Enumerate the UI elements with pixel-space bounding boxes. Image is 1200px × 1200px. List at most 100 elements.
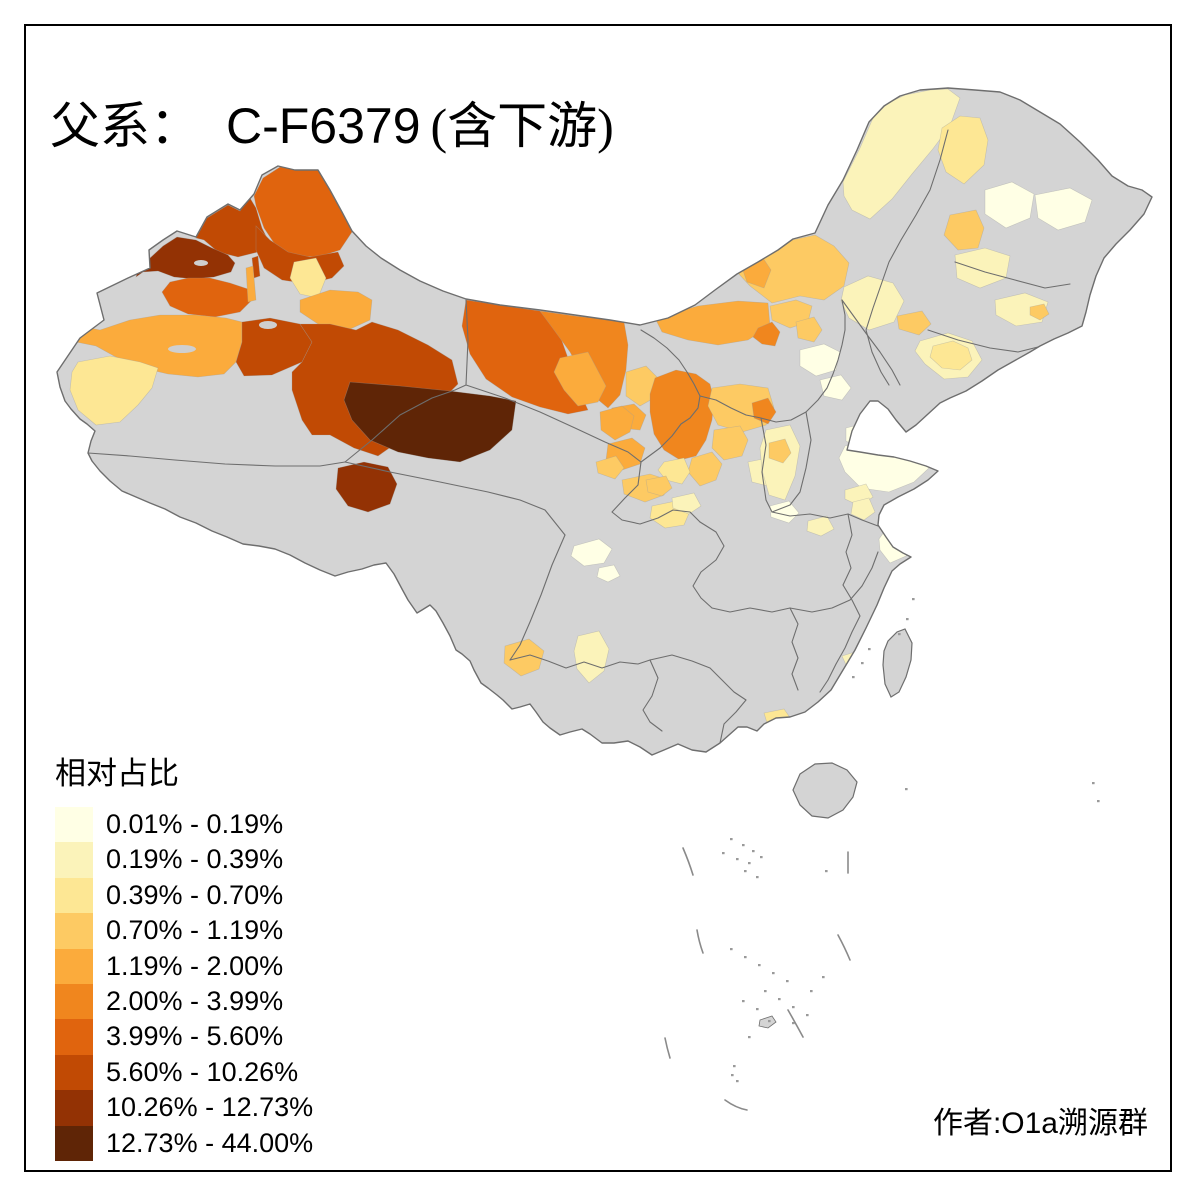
province-border (842, 513, 853, 586)
region-dali (503, 638, 545, 677)
legend-label: 10.26% - 12.73% (106, 1092, 314, 1123)
region-kunming (573, 630, 610, 684)
legend-label: 0.70% - 1.19% (106, 915, 284, 946)
region-ili (135, 236, 236, 280)
region-anhui (850, 497, 876, 521)
legend-swatch (55, 948, 93, 984)
province-border (509, 534, 566, 661)
region-haixi (343, 381, 517, 463)
legend-rows: 0.01% - 0.19% 0.19% - 0.39% 0.39% - 0.70% 0… (55, 807, 313, 1161)
island-speck (730, 838, 733, 841)
province-border (642, 659, 663, 732)
legend-swatch (55, 913, 93, 949)
province-border (841, 299, 901, 386)
region-jilin-spot (1029, 303, 1050, 321)
legend-item: 0.39% - 0.70% (55, 877, 313, 914)
region-hlj-cream (984, 181, 1035, 229)
region-ulanqab (795, 316, 823, 343)
island-speck (758, 964, 761, 967)
island-speck (730, 948, 733, 951)
region-nagqu (335, 461, 398, 513)
region-sichuan-1 (570, 538, 613, 567)
province-border (711, 551, 879, 613)
island-speck (792, 1006, 795, 1009)
island-speck (752, 850, 755, 853)
island-speck (822, 976, 825, 979)
sea-boundary-dash (787, 1009, 804, 1038)
legend-label: 1.19% - 2.00% (106, 950, 284, 981)
island-speck (731, 1074, 734, 1077)
legend-title: 相对占比 (55, 756, 179, 791)
island-speck (792, 1022, 795, 1025)
province-border (465, 384, 642, 463)
legend-item: 3.99% - 5.60% (55, 1019, 313, 1055)
province-border (819, 584, 861, 693)
island-speck (806, 1014, 809, 1017)
island-speck (868, 648, 871, 651)
island-speck (810, 990, 813, 993)
region-liaodong (929, 340, 973, 371)
island-speck (1097, 800, 1100, 803)
legend-label: 0.19% - 0.39% (106, 844, 284, 875)
map-regions-layer (57, 88, 1093, 744)
island-speck (768, 1020, 771, 1023)
province-border (699, 299, 846, 423)
island-speck (756, 876, 759, 879)
legend-swatch (55, 1054, 93, 1091)
province-border (927, 329, 1047, 353)
legend-swatch (55, 877, 93, 914)
island-speck (852, 676, 855, 679)
legend-label: 2.00% - 3.99% (106, 985, 284, 1016)
title-prefix: 父系： (50, 97, 200, 154)
province-border (509, 654, 651, 669)
province-border (789, 607, 799, 691)
legend-label: 3.99% - 5.60% (106, 1021, 284, 1052)
region-hohhot (752, 321, 781, 347)
lake (259, 321, 277, 329)
island-speck (722, 852, 725, 855)
region-hlj-east-cream (1034, 187, 1093, 231)
island-speck (825, 870, 828, 873)
island-speck (1092, 782, 1095, 785)
province-border (771, 511, 879, 527)
island-speck (764, 990, 767, 993)
region-haidong (595, 455, 625, 480)
region-shihezi (245, 265, 257, 303)
legend-item: 12.73% - 44.00% (55, 1125, 314, 1161)
island-speck (736, 858, 739, 861)
lake (168, 345, 196, 353)
plot-frame (24, 24, 1172, 1172)
province-border (649, 654, 747, 701)
lake (194, 260, 208, 266)
country-outline (56, 87, 1153, 756)
province-border (719, 699, 747, 744)
legend-swatch (55, 983, 93, 1020)
legend-item: 10.26% - 12.73% (55, 1090, 314, 1126)
legend-item: 0.01% - 0.19% (55, 807, 313, 843)
legend-item: 5.60% - 10.26% (55, 1054, 313, 1091)
legend-item: 2.00% - 3.99% (55, 983, 313, 1020)
island-speck (748, 1036, 751, 1039)
page-title: 父系： C-F6379 (含下游) (50, 86, 614, 158)
region-tianshui (671, 492, 702, 515)
legend-swatch (55, 842, 93, 878)
legend-label: 0.39% - 0.70% (106, 879, 284, 910)
island-speck (898, 633, 901, 636)
region-sichuan-2 (596, 564, 621, 583)
island-speck (786, 980, 789, 983)
sea-boundary-dash (664, 1037, 671, 1059)
legend-label: 5.60% - 10.26% (106, 1056, 299, 1087)
region-zhangye (553, 351, 607, 407)
legend-swatch (55, 1019, 93, 1055)
region-yulin (711, 425, 749, 461)
legend-swatch (55, 1125, 93, 1161)
island-speck (760, 856, 763, 859)
legend-label: 12.73% - 44.00% (106, 1127, 314, 1158)
island-speck (744, 956, 747, 959)
legend-swatch (55, 1090, 93, 1126)
island-speck (778, 998, 781, 1001)
province-border (344, 299, 469, 463)
island-speck (736, 1080, 739, 1083)
legend-item: 1.19% - 2.00% (55, 948, 313, 984)
province-border (611, 461, 701, 525)
